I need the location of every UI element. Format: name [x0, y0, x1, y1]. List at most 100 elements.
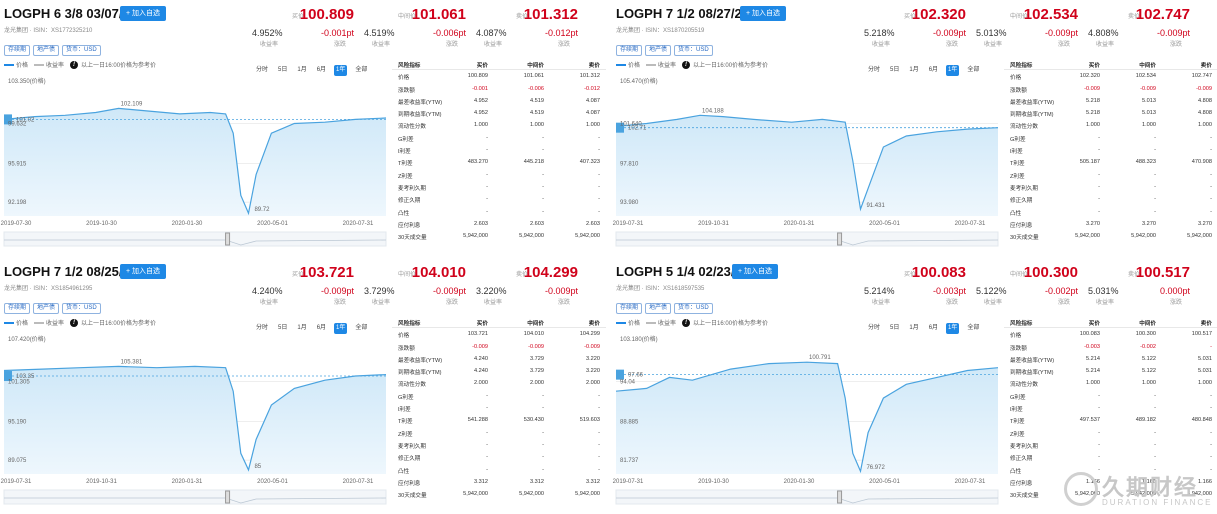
range-tab[interactable]: 1月: [297, 67, 307, 73]
bond-tag[interactable]: 货币：USD: [674, 303, 713, 314]
legend-yield[interactable]: 收益率: [646, 63, 676, 69]
range-tab[interactable]: 1年: [946, 323, 960, 334]
navigator-handle[interactable]: [225, 490, 231, 504]
bond-tag[interactable]: 存续期: [4, 45, 31, 56]
legend-price[interactable]: 价格: [616, 321, 640, 327]
bond-tag[interactable]: 存续期: [616, 303, 643, 314]
quote-change: -0.009pt: [320, 286, 354, 296]
legend-price[interactable]: 价格: [4, 321, 28, 327]
bond-tag[interactable]: 货币：USD: [62, 303, 101, 314]
range-tab[interactable]: 6月: [316, 67, 327, 73]
risk-table-row: I利差 - - -: [392, 144, 606, 156]
risk-row-value: -: [1154, 392, 1156, 399]
risk-table-row: 30天成交量 5,942,000 5,942,000 5,942,000: [392, 488, 606, 500]
risk-row-value: 4.519: [530, 110, 544, 117]
risk-row-value: -: [598, 196, 600, 203]
risk-row-value: -0.001: [472, 85, 488, 92]
risk-row-value: 5,942,000: [1131, 233, 1156, 240]
risk-row-label: 应付利息: [1010, 222, 1033, 229]
legend-yield-swatch: [34, 64, 45, 67]
range-tab[interactable]: 分时: [868, 67, 881, 73]
risk-row-label: 到期收益率(YTM): [398, 112, 442, 119]
range-tab[interactable]: 全部: [355, 325, 368, 331]
risk-row-value: -: [1098, 183, 1100, 190]
range-tab[interactable]: 6月: [928, 67, 939, 73]
risk-row-value: -: [486, 171, 488, 178]
risk-row-label: G利差: [398, 394, 414, 401]
risk-row-label: 涨跌额: [1010, 345, 1027, 352]
range-tab[interactable]: 1年: [334, 65, 348, 76]
legend-yield[interactable]: 收益率: [646, 321, 676, 327]
bond-isin-line: 龙光集团 · ISIN：XS1618597535: [616, 283, 704, 292]
bond-tag[interactable]: 货币：USD: [62, 45, 101, 56]
add-to-watchlist-button[interactable]: + 加入自选: [732, 264, 779, 279]
quote-change: -0.009pt: [1156, 28, 1190, 38]
risk-row-value: -: [542, 441, 544, 448]
legend-yield-swatch: [34, 322, 45, 325]
range-tab[interactable]: 5日: [890, 325, 900, 331]
risk-table-col-header: 卖价: [1200, 321, 1212, 327]
risk-row-value: 5,942,000: [463, 233, 488, 240]
bond-tag[interactable]: 地产债: [33, 303, 60, 314]
bond-tag[interactable]: 货币：USD: [674, 45, 713, 56]
range-tab[interactable]: 全部: [967, 325, 980, 331]
x-tick-label: 2020-07-31: [343, 479, 374, 485]
navigator-handle[interactable]: [837, 490, 843, 504]
risk-table-row: 涨跌额 -0.003 -0.002 -: [1004, 341, 1217, 353]
ask-quote: 卖价 101.312 4.087% 收益率 -0.012pt 涨跌: [474, 4, 580, 48]
range-tab[interactable]: 1年: [334, 323, 348, 334]
risk-row-value: 104.010: [523, 331, 544, 338]
peak-label: 104.188: [702, 108, 724, 114]
bond-tag[interactable]: 地产债: [645, 303, 672, 314]
risk-row-value: 1.166: [1142, 478, 1156, 485]
legend-price[interactable]: 价格: [616, 63, 640, 69]
navigator-handle[interactable]: [225, 232, 231, 246]
legend-yield[interactable]: 收益率: [34, 63, 64, 69]
add-to-watchlist-button[interactable]: + 加入自选: [120, 6, 167, 21]
navigator-handle[interactable]: [837, 232, 843, 246]
risk-row-label: 最差收益率(YTW): [398, 357, 443, 364]
range-tab[interactable]: 5日: [278, 67, 288, 73]
reference-marker: [4, 371, 12, 382]
change-label: 涨跌: [557, 300, 570, 306]
risk-row-value: 5,942,000: [575, 233, 600, 240]
range-tab[interactable]: 1月: [297, 325, 307, 331]
risk-row-value: 483.270: [467, 159, 488, 166]
isin-code: XS1854961295: [51, 286, 93, 292]
risk-row-value: 1.000: [1086, 122, 1100, 129]
range-tab[interactable]: 1月: [909, 67, 919, 73]
range-tab[interactable]: 全部: [355, 67, 368, 73]
range-tab[interactable]: 全部: [967, 67, 980, 73]
range-tab[interactable]: 6月: [928, 325, 939, 331]
legend-yield[interactable]: 收益率: [34, 321, 64, 327]
risk-row-value: -: [1210, 405, 1212, 412]
yield-label: 收益率: [984, 300, 1003, 306]
bond-tag[interactable]: 地产债: [33, 45, 60, 56]
bond-tag[interactable]: 存续期: [4, 303, 31, 314]
risk-row-value: -: [1098, 429, 1100, 436]
risk-row-value: -: [1154, 441, 1156, 448]
risk-table-row: 价格 103.721 104.010 104.299: [392, 328, 606, 340]
mid-quote: 中间价 102.534 5.013% 收益率 -0.009pt 涨跌: [974, 4, 1080, 48]
bond-tag[interactable]: 地产债: [645, 45, 672, 56]
quote-change: -0.003pt: [932, 286, 966, 296]
range-tab[interactable]: 5日: [890, 67, 900, 73]
risk-row-value: -: [1154, 454, 1156, 461]
range-tab[interactable]: 1年: [946, 65, 960, 76]
risk-row-value: 4.952: [474, 110, 488, 117]
add-to-watchlist-button[interactable]: + 加入自选: [740, 6, 787, 21]
bond-tag[interactable]: 存续期: [616, 45, 643, 56]
range-tab[interactable]: 分时: [256, 325, 269, 331]
range-tab[interactable]: 6月: [316, 325, 327, 331]
range-tab[interactable]: 5日: [278, 325, 288, 331]
legend-price[interactable]: 价格: [4, 63, 28, 69]
range-tab[interactable]: 分时: [256, 67, 269, 73]
risk-row-value: 497.537: [1079, 417, 1100, 424]
issuer-prefix: 龙光集团 · ISIN：: [616, 28, 664, 34]
risk-row-value: 4.087: [586, 97, 600, 104]
add-to-watchlist-button[interactable]: + 加入自选: [120, 264, 167, 279]
risk-row-value: 2.000: [530, 380, 544, 387]
range-tab[interactable]: 1月: [909, 325, 919, 331]
risk-row-value: -: [598, 405, 600, 412]
range-tab[interactable]: 分时: [868, 325, 881, 331]
